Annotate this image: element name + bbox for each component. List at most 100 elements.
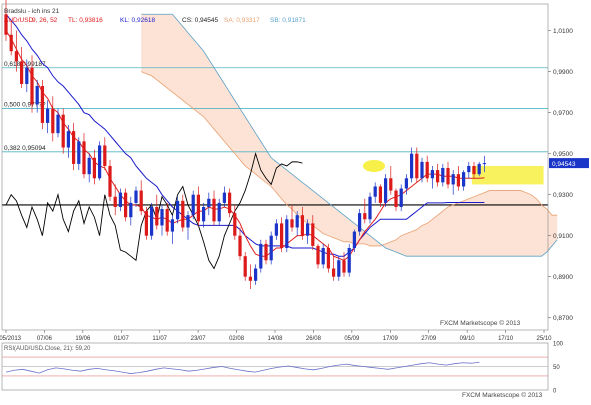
candle-body <box>300 215 305 236</box>
x-tick-label: 14/08 <box>267 336 283 342</box>
candle-body <box>378 186 383 203</box>
candle-body <box>92 157 97 179</box>
candle-body <box>35 86 39 105</box>
candle-body <box>290 219 294 228</box>
candle-body <box>352 231 357 248</box>
legend-header: Bradslu - ich ins 21 <box>4 8 60 15</box>
x-tick-label: 11/07 <box>152 336 167 342</box>
candle-body <box>347 247 351 273</box>
legend-params: 9, 26, 52 <box>32 17 58 24</box>
x-tick-label: 19/06 <box>75 336 91 342</box>
y-tick-label: 0,9900 <box>553 69 573 76</box>
candle-body <box>321 247 325 265</box>
rsi-tick-label: 50 <box>553 365 560 371</box>
indicator-lines <box>5 13 558 270</box>
candle-body <box>233 213 237 236</box>
candle-body <box>248 276 253 281</box>
horizontal-levels: 0,618 0,99187 0,500 0,97??? 0,382 0,95094 <box>2 61 548 206</box>
highlight-annotations <box>363 159 544 185</box>
time-axis[interactable]: 14/05/2013 07/06 19/06 01/07 11/07 23/07 02/08… <box>0 330 552 342</box>
legend-sa: SA: 0,93317 <box>224 17 260 24</box>
rsi-tick-label: 100 <box>553 342 564 348</box>
candle-body <box>243 256 247 277</box>
legend-kl: KL: 0,92618 <box>120 17 155 24</box>
candle-body <box>472 165 476 175</box>
candle-body <box>61 114 65 148</box>
candle-body <box>19 61 24 84</box>
candle-body <box>217 202 221 222</box>
candle-body <box>25 67 29 84</box>
candle-body <box>357 213 362 232</box>
fib-label: 0,382 0,95094 <box>4 145 46 152</box>
x-tick-label: 02/08 <box>229 336 245 342</box>
candle-body <box>326 247 331 269</box>
candle-body <box>285 219 289 248</box>
y-tick-label: 0,8700 <box>553 315 573 322</box>
candle-body <box>207 198 211 207</box>
rsi-panel: RSI(AUD/USD.Close, 21): 59,20 100 50 0 <box>1 342 564 395</box>
candle-body <box>404 178 409 189</box>
candle-body <box>149 206 154 236</box>
candle-body <box>305 223 310 236</box>
candle-body <box>222 192 227 203</box>
candle-body <box>363 213 367 220</box>
candle-body <box>77 141 81 164</box>
candle-body <box>212 198 216 222</box>
price-badge-label: 0,94543 <box>552 161 576 168</box>
fib-label: 0,618 0,99187 <box>4 61 46 68</box>
x-tick-label: 17/09 <box>383 336 399 342</box>
candle-body <box>134 190 138 203</box>
rsi-tick-label: 0 <box>553 389 557 395</box>
candle-body <box>368 196 372 220</box>
legend-symbol: AUD/USD <box>4 17 34 24</box>
ichimoku-cloud <box>141 14 558 257</box>
candle-body <box>279 223 284 248</box>
y-tick-label: 0,8900 <box>553 274 573 281</box>
candle-body <box>108 165 112 197</box>
legend-cs: CS: 0,94545 <box>182 17 219 24</box>
y-tick-label: 0,9500 <box>553 151 573 158</box>
candle-body <box>113 196 117 207</box>
candle-body <box>383 178 388 203</box>
candle-body <box>30 67 34 105</box>
x-tick-label: 17/10 <box>498 336 514 342</box>
candle-body <box>409 153 414 179</box>
candle-body <box>269 235 273 261</box>
candle-body <box>129 202 133 218</box>
candle-body <box>482 163 487 165</box>
candle-body <box>342 260 346 273</box>
y-tick-label: 0,9100 <box>553 233 573 240</box>
candle-body <box>165 209 169 232</box>
candle-body <box>45 108 50 123</box>
candle-body <box>181 200 185 228</box>
candle-body <box>295 215 299 228</box>
candle-body <box>160 209 164 226</box>
candle-body <box>389 178 393 191</box>
candle-body <box>238 235 242 257</box>
candle-body <box>103 145 107 166</box>
highlight-ellipse <box>363 159 385 172</box>
x-tick-label: 27/09 <box>421 336 437 342</box>
legend-tl: TL: 0,93816 <box>68 17 103 24</box>
candle-body <box>175 200 180 220</box>
candle-body <box>123 192 128 218</box>
candle-body <box>191 194 195 216</box>
candle-body <box>441 168 445 183</box>
candle-body <box>14 51 19 62</box>
x-tick-label: 25/10 <box>536 336 552 342</box>
candle-body <box>274 223 279 236</box>
candle-body <box>373 186 377 197</box>
y-tick-label: 0,9700 <box>553 110 573 117</box>
candle-body <box>435 170 440 183</box>
x-tick-label: 07/06 <box>37 336 53 342</box>
candle-body <box>467 165 471 173</box>
rsi-watermark: FXCM Marketscope © 2013 <box>462 391 543 399</box>
candle-body <box>311 223 315 246</box>
candle-body <box>186 215 190 228</box>
candle-body <box>337 260 341 277</box>
candle-body <box>155 206 159 226</box>
y-tick-label: 0,9300 <box>553 192 573 199</box>
chikou-span-line <box>5 152 303 270</box>
candle-body <box>144 211 149 236</box>
